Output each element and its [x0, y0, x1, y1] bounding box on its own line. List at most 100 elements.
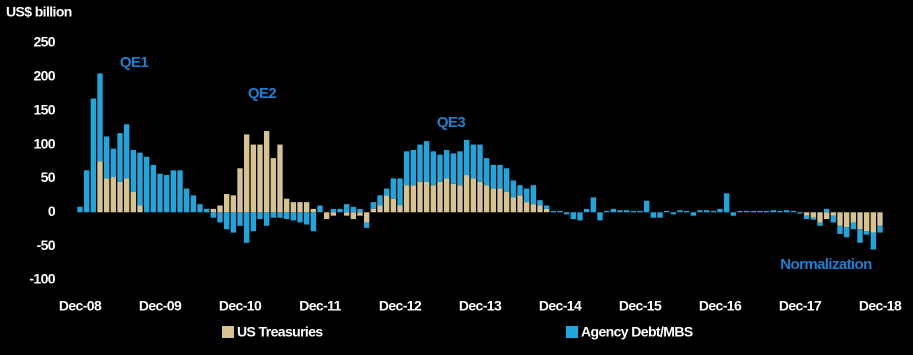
bar: [830, 212, 836, 216]
annotation: Normalization: [780, 256, 872, 273]
bar: [257, 144, 263, 213]
bar: [110, 148, 116, 178]
bar: [530, 185, 536, 205]
bar: [690, 212, 696, 216]
bar: [270, 212, 276, 218]
bar: [304, 202, 310, 213]
x-tick-label: Dec-11: [299, 298, 341, 314]
bar: [117, 181, 123, 213]
bar: [410, 185, 416, 213]
bar: [557, 210, 563, 213]
bar: [804, 215, 810, 220]
x-tick-label: Dec-15: [619, 298, 662, 314]
bar: [384, 195, 390, 213]
bar: [424, 181, 430, 213]
x-tick-label: Dec-18: [859, 298, 902, 314]
bar: [110, 177, 116, 213]
bar: [517, 185, 523, 196]
bar: [390, 198, 396, 213]
bar: [297, 212, 303, 223]
bar: [850, 222, 856, 230]
bar: [857, 212, 863, 230]
bar: [824, 212, 830, 220]
bar: [544, 205, 550, 209]
bar: [837, 212, 843, 226]
bar: [204, 208, 210, 213]
y-tick-label: 150: [33, 101, 55, 117]
y-tick-label: 50: [41, 169, 56, 185]
bar: [844, 227, 850, 238]
bar: [777, 210, 783, 213]
bar: [537, 200, 543, 206]
bar: [464, 175, 470, 213]
bar: [384, 188, 390, 196]
x-tick-label: Dec-14: [539, 298, 582, 314]
x-tick-label: Dec-08: [59, 298, 102, 314]
bar: [370, 202, 376, 209]
bar: [290, 202, 296, 213]
bar: [497, 188, 503, 213]
legend-swatch: [566, 326, 578, 338]
bar: [377, 205, 383, 213]
bar: [657, 212, 663, 218]
bar: [617, 210, 623, 213]
bar: [550, 210, 556, 213]
bar: [157, 173, 163, 213]
bar: [130, 149, 136, 192]
y-tick-label: -100: [29, 271, 55, 287]
x-tick-label: Dec-12: [379, 298, 422, 314]
bar: [490, 188, 496, 213]
bar: [164, 175, 170, 213]
bar: [437, 181, 443, 213]
bar: [404, 185, 410, 213]
bar: [344, 212, 350, 216]
bar: [250, 212, 256, 232]
bar: [790, 210, 796, 213]
bar: [877, 225, 883, 233]
bar: [124, 124, 130, 179]
bar: [224, 194, 230, 213]
bar: [590, 197, 596, 213]
bar: [484, 158, 490, 186]
bar: [137, 152, 143, 206]
bar: [97, 73, 103, 162]
y-tick-label: -50: [37, 237, 56, 253]
bar: [137, 205, 143, 213]
bar: [504, 168, 510, 192]
bar: [397, 205, 403, 213]
bar: [804, 212, 810, 216]
bar: [870, 212, 876, 233]
bar: [430, 151, 436, 186]
bar: [570, 212, 576, 220]
bar: [670, 212, 676, 215]
bar: [510, 197, 516, 213]
bar: [290, 212, 296, 221]
bar: [217, 212, 223, 223]
bar: [464, 139, 470, 176]
bar: [717, 208, 723, 213]
bar: [250, 144, 256, 213]
bar: [604, 210, 610, 213]
bar: [150, 164, 156, 213]
bar: [650, 212, 656, 218]
bar: [704, 210, 710, 213]
bar: [737, 210, 743, 213]
bar: [330, 208, 336, 213]
bar: [484, 185, 490, 213]
bar: [477, 144, 483, 182]
annotation: QE3: [437, 114, 465, 131]
bar: [770, 210, 776, 213]
bar: [404, 151, 410, 186]
bar: [870, 232, 876, 250]
bar: [377, 195, 383, 206]
bar: [564, 212, 570, 215]
bar: [490, 164, 496, 189]
bar: [504, 191, 510, 213]
bar: [824, 208, 830, 213]
bar: [810, 212, 816, 218]
bar: [524, 202, 530, 213]
bar: [284, 198, 290, 213]
bar: [610, 208, 616, 213]
bar: [757, 210, 763, 213]
